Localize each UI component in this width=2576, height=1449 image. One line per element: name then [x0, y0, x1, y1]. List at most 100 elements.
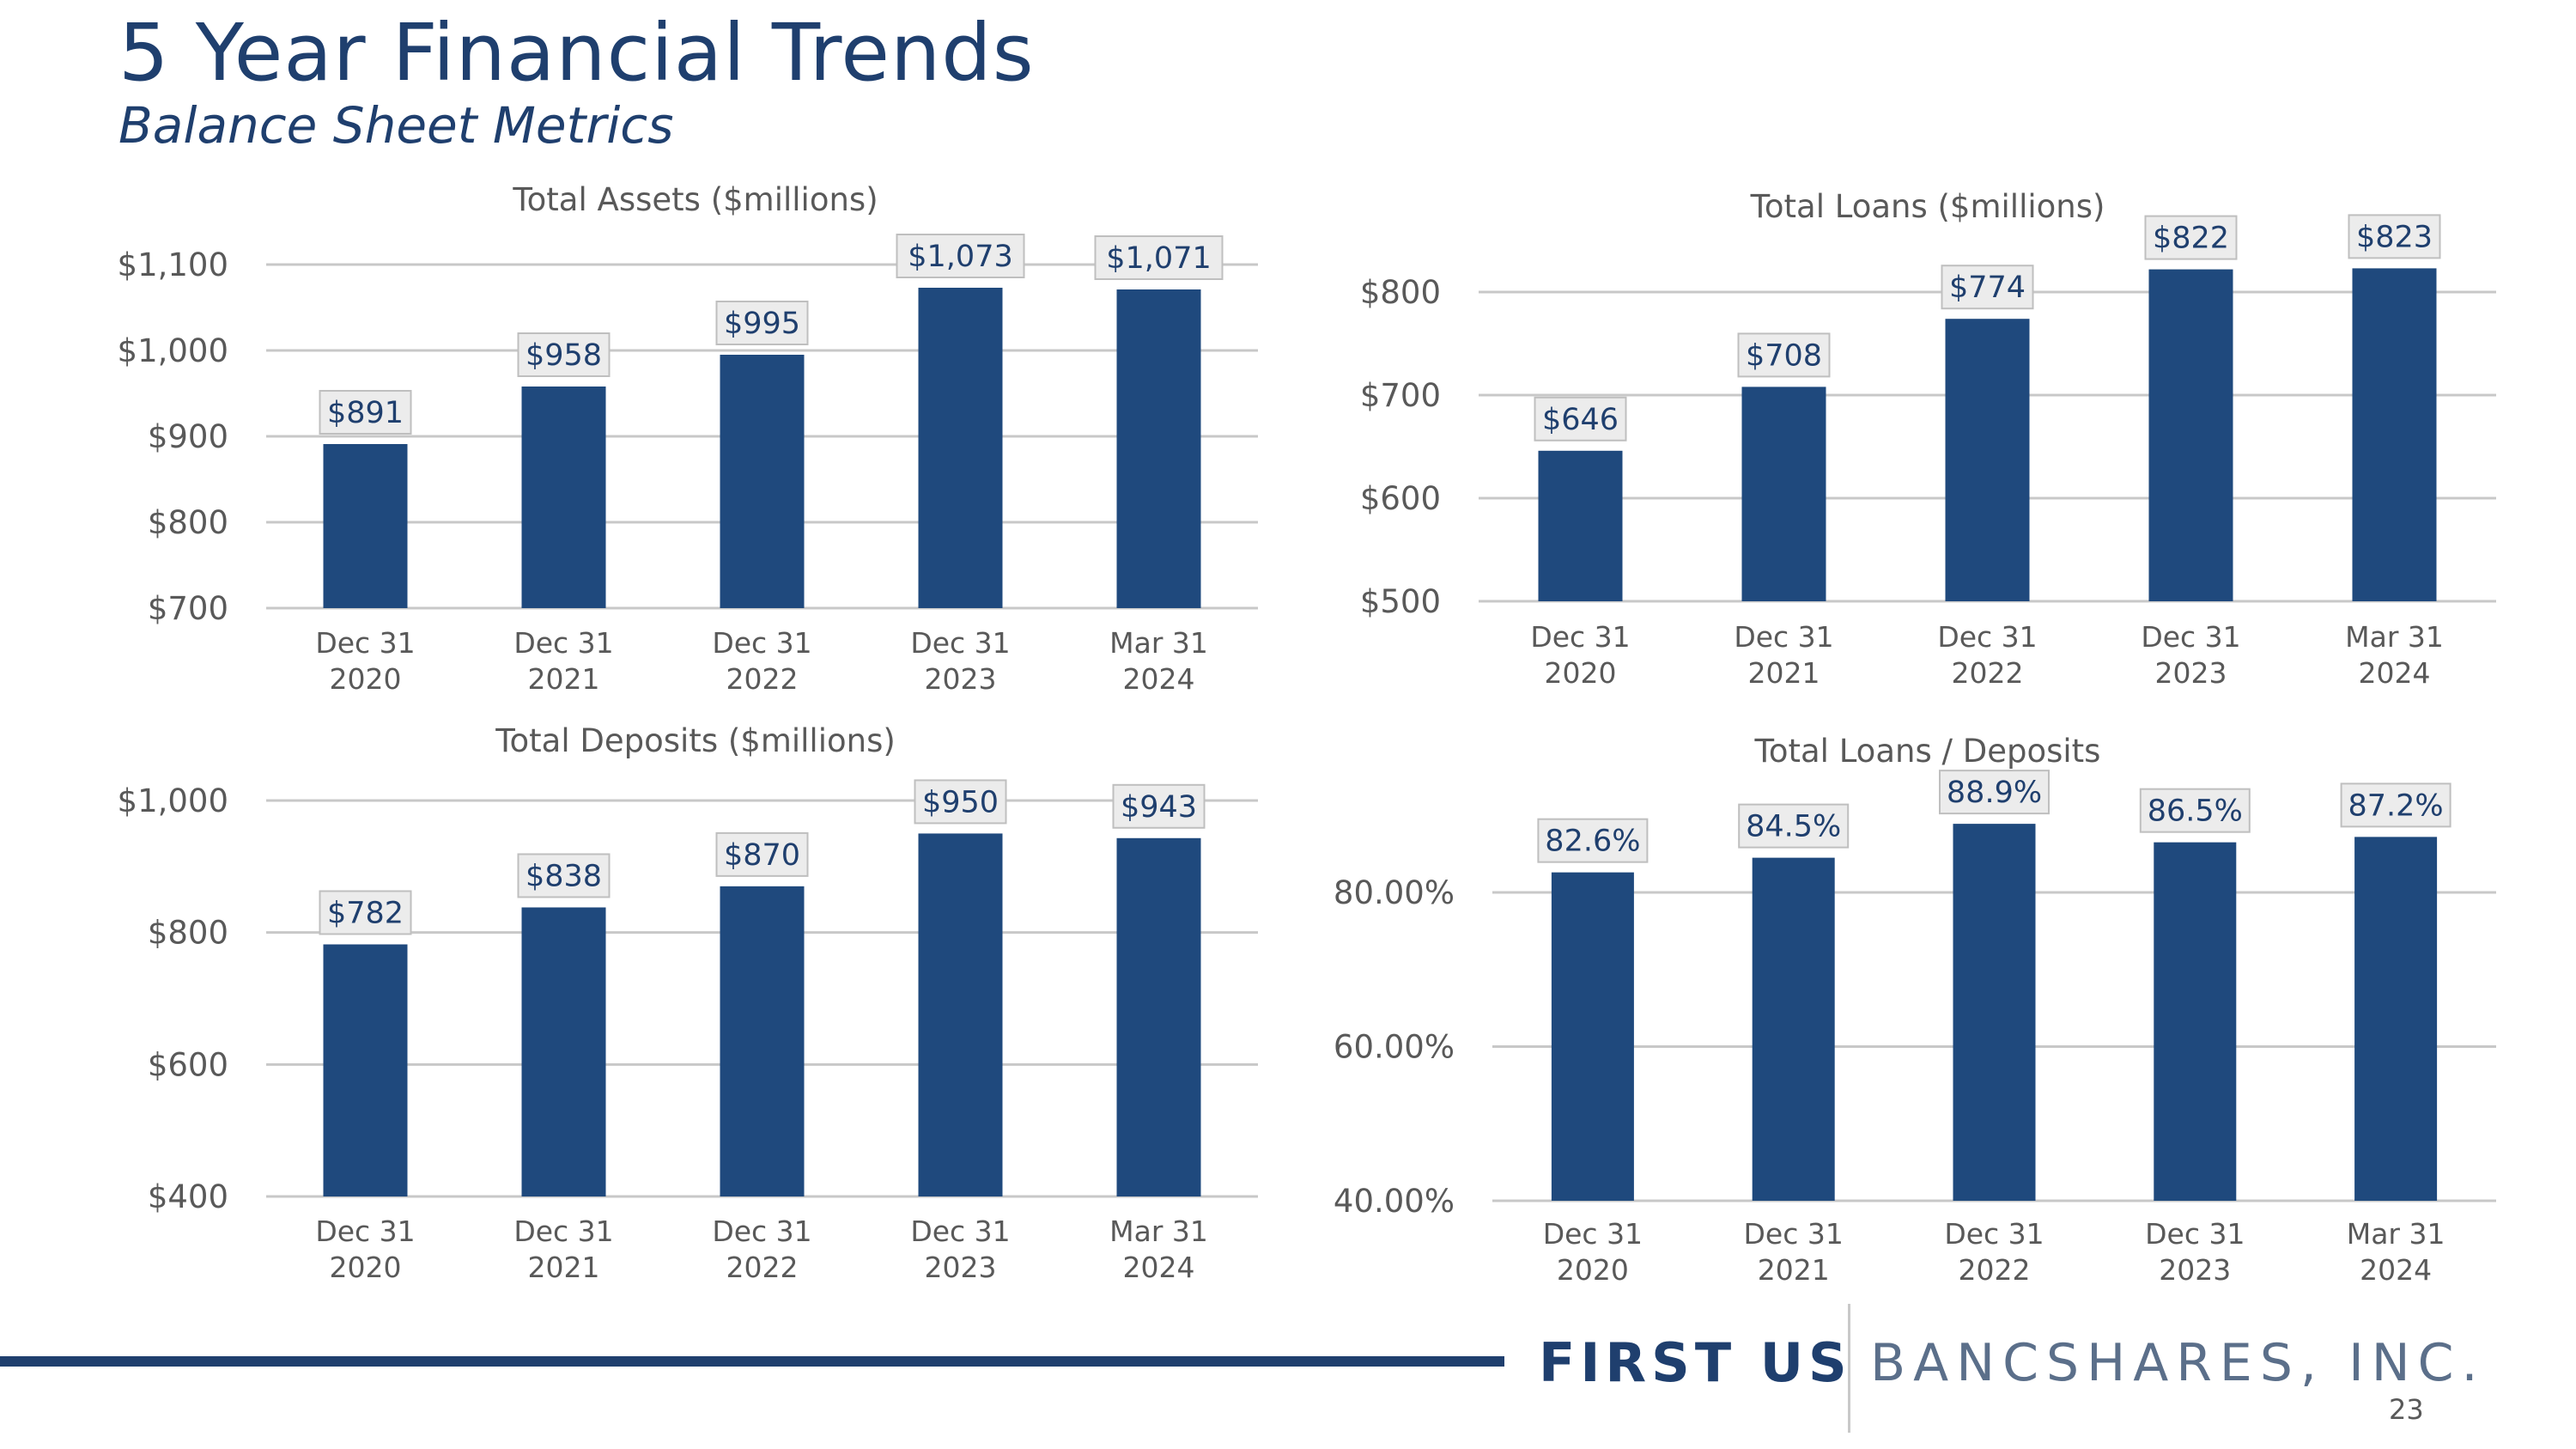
x-tick-label: 2023	[925, 1251, 997, 1284]
total-loans-chart: Total Loans ($millions) $500 $600 $700 $800 $…	[1360, 188, 2496, 690]
bar	[1953, 824, 2036, 1201]
data-label-box	[715, 301, 809, 345]
page-subtitle: Balance Sheet Metrics	[118, 96, 674, 155]
y-tick-label: $800	[148, 504, 228, 541]
data-label: $822	[2153, 222, 2229, 256]
data-label-box	[1737, 332, 1831, 378]
total-deposits-chart: Total Deposits ($millions) $400 $600 $800 $1…	[118, 722, 1258, 1284]
x-tick-label: 2021	[1748, 656, 1820, 690]
data-label: $958	[526, 338, 602, 373]
x-tick-label: Dec 31	[513, 1215, 613, 1248]
x-tick-label: 2024	[2359, 656, 2431, 690]
y-tick-label: 80.00%	[1334, 874, 1455, 911]
x-tick-label: Dec 31	[910, 1215, 1010, 1248]
data-label: $782	[327, 896, 404, 930]
data-label-box	[2139, 788, 2251, 833]
x-tick-label: 2020	[330, 1251, 402, 1284]
x-tick-label: 2020	[1545, 656, 1617, 690]
bar	[720, 355, 805, 608]
data-label-box	[2144, 215, 2238, 260]
x-tick-label: 2022	[1952, 656, 2024, 690]
y-tick-label: $800	[148, 915, 228, 952]
bar	[1551, 872, 1634, 1201]
bar	[521, 907, 606, 1196]
logo-divider	[1848, 1304, 1850, 1433]
bar	[521, 387, 606, 608]
bar	[2148, 269, 2233, 601]
y-tick-label: $600	[1360, 480, 1441, 517]
x-tick-label: Mar 31	[1109, 626, 1208, 660]
x-tick-label: Dec 31	[910, 626, 1010, 660]
x-tick-label: 2021	[528, 662, 600, 696]
x-tick-label: Dec 31	[1744, 1217, 1844, 1251]
data-label-box	[1112, 783, 1206, 829]
x-tick-label: 2021	[528, 1251, 600, 1284]
bar	[1752, 857, 1835, 1201]
data-label-box	[1941, 265, 2034, 310]
data-label: $1,073	[908, 240, 1012, 274]
bar	[323, 444, 408, 608]
x-tick-label: Dec 31	[712, 1215, 811, 1248]
x-tick-label: Dec 31	[513, 626, 613, 660]
data-label-box	[517, 332, 611, 377]
x-tick-label: 2024	[1123, 1251, 1195, 1284]
chart-title: Total Loans / Deposits	[1754, 733, 2101, 770]
x-tick-label: Dec 31	[1530, 620, 1630, 654]
data-label-box	[517, 853, 611, 898]
data-label: $838	[526, 859, 602, 893]
data-label: $995	[724, 307, 800, 341]
data-label-box	[2348, 214, 2441, 259]
bar	[720, 886, 805, 1196]
y-tick-label: $400	[148, 1178, 228, 1215]
page-title: 5 Year Financial Trends	[118, 7, 1035, 99]
data-label-box	[715, 831, 809, 877]
x-tick-label: Mar 31	[2345, 620, 2444, 654]
data-label-box	[319, 890, 412, 935]
data-label-box	[914, 779, 1007, 825]
x-tick-label: Mar 31	[1109, 1215, 1208, 1248]
y-tick-label: 60.00%	[1334, 1029, 1455, 1066]
x-tick-label: 2022	[726, 1251, 799, 1284]
bar	[1741, 387, 1826, 601]
x-tick-label: 2024	[1123, 662, 1195, 696]
data-label-box	[1094, 235, 1224, 280]
data-label: $891	[327, 396, 404, 430]
x-tick-label: Dec 31	[1734, 620, 1833, 654]
x-tick-label: Dec 31	[1543, 1217, 1643, 1251]
x-tick-label: 2020	[330, 662, 402, 696]
x-tick-label: 2024	[2360, 1253, 2432, 1287]
x-tick-label: Dec 31	[315, 1215, 415, 1248]
x-tick-label: 2023	[2159, 1253, 2231, 1287]
data-label: $823	[2356, 220, 2433, 254]
x-tick-label: 2022	[1959, 1253, 2031, 1287]
data-label: 87.2%	[2348, 788, 2444, 823]
y-tick-label: $600	[148, 1046, 228, 1083]
x-tick-label: 2023	[2155, 656, 2227, 690]
data-label-box	[1738, 803, 1850, 849]
bar	[2352, 268, 2437, 601]
x-tick-label: Dec 31	[2145, 1217, 2245, 1251]
footer-rule	[0, 1356, 1504, 1367]
bar	[323, 944, 408, 1196]
bar	[1538, 450, 1623, 601]
data-label: $1,071	[1106, 241, 1211, 276]
x-tick-label: 2023	[925, 662, 997, 696]
data-label-box	[1534, 396, 1627, 441]
data-label-box	[1537, 818, 1649, 863]
x-tick-label: 2020	[1557, 1253, 1629, 1287]
data-label: $950	[922, 785, 999, 819]
y-tick-label: $900	[148, 418, 228, 455]
data-label: 82.6%	[1545, 825, 1640, 859]
y-tick-label: $1,000	[118, 782, 228, 819]
chart-title: Total Deposits ($millions)	[495, 722, 896, 759]
y-tick-label: $500	[1360, 583, 1441, 620]
data-label: $870	[724, 838, 800, 873]
x-tick-label: 2021	[1758, 1253, 1830, 1287]
page-number: 23	[2389, 1393, 2424, 1426]
bar	[918, 833, 1003, 1196]
y-tick-label: $700	[1360, 377, 1441, 414]
data-label-box	[2340, 782, 2451, 828]
bar	[918, 288, 1003, 608]
x-tick-label: Dec 31	[1944, 1217, 2044, 1251]
x-tick-label: Mar 31	[2347, 1217, 2445, 1251]
